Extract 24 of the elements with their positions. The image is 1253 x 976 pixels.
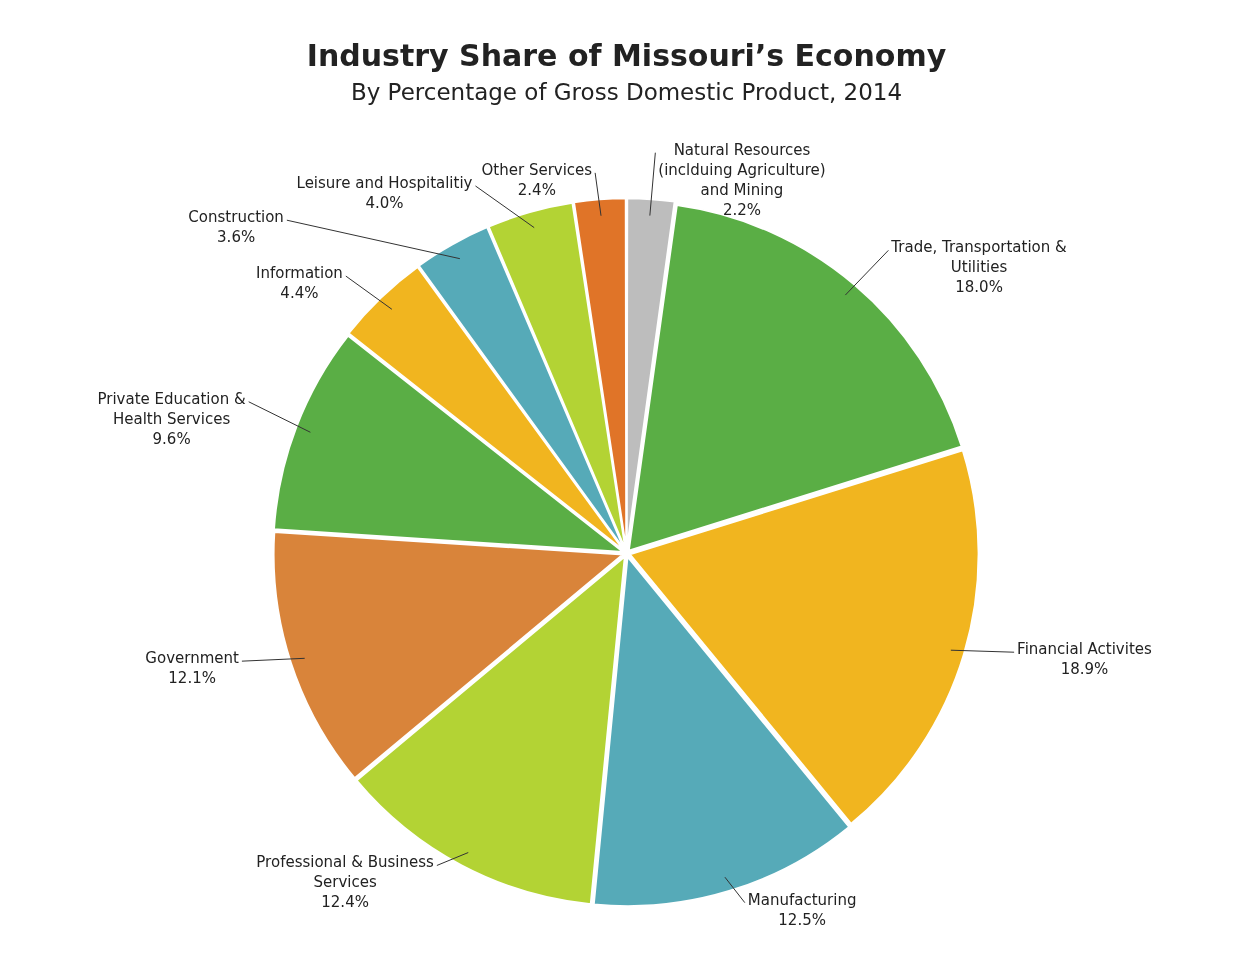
- data-label: 18.0%: [955, 278, 1003, 297]
- slice-label: Financial Activites: [1017, 640, 1153, 659]
- data-label: 18.9%: [1060, 660, 1109, 679]
- data-label: 2.4%: [517, 180, 556, 199]
- slice-label: Natural Resources (inclduing Agriculture) and Mining: [658, 140, 826, 199]
- data-label: 12.4%: [321, 893, 369, 912]
- data-label: 12.1%: [168, 669, 216, 688]
- slice-label: Construction: [188, 208, 284, 227]
- slice-label: Manufacturing: [747, 890, 857, 909]
- chart-subtitle: By Percentage of Gross Domestic Product, 2014: [350, 78, 903, 105]
- data-label: 12.5%: [778, 910, 826, 929]
- slice-label: Information: [256, 263, 343, 282]
- data-label: 4.4%: [280, 283, 319, 302]
- data-label: 4.0%: [365, 193, 404, 212]
- slice-label: Leisure and Hospitalitiy: [296, 173, 473, 192]
- slice-label: Private Education & Health Services: [97, 389, 246, 428]
- slice-label: Trade, Transportation & Utilities: [890, 238, 1068, 277]
- data-label: 3.6%: [217, 228, 256, 247]
- data-label: 2.2%: [722, 200, 762, 219]
- slice-label: Professional & Business Services: [256, 853, 435, 892]
- chart-title: Industry Share of Missouri’s Economy: [306, 37, 947, 73]
- slice-label: Government: [145, 649, 240, 668]
- data-label: 9.6%: [152, 429, 191, 448]
- slice-label: Other Services: [481, 160, 593, 179]
